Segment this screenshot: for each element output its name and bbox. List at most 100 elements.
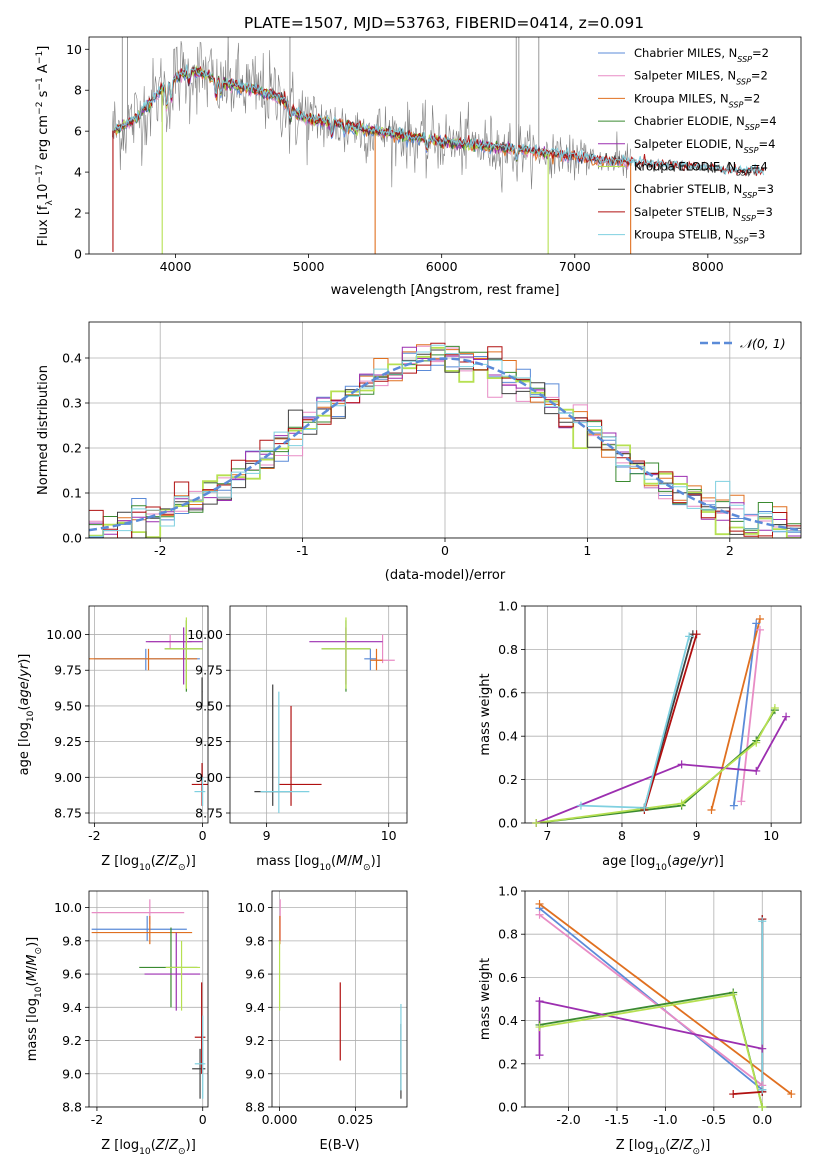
- data-point-marker: [758, 1103, 767, 1111]
- data-point-marker: [752, 738, 761, 747]
- x-tick-label: 4000: [160, 259, 192, 274]
- panel-spectrum: 4000 5000 6000 7000 8000 0 2 4 6 8 10 wavelength [A…: [35, 36, 802, 298]
- series-line-salpeter-stelib: [643, 633, 698, 811]
- model-line-kroupa-miles: [114, 69, 632, 168]
- panel-age-vs-mass: 9 10 8.75 9.00 9.25 9.50 9.75 10.00 mass [log10(…: [187, 605, 408, 873]
- x-axis-label: Z [log10(Z/Z⊙)]: [616, 1138, 711, 1157]
- axes-frame: 7 8 9 10 0.0 0.2 0.4 0.6 0.8 1.0 age [log10(age/yr…: [478, 599, 802, 873]
- y-tick-label: 0.2: [62, 441, 82, 456]
- x-tick-label: 0: [441, 543, 449, 558]
- y-tick-label: 9.0: [62, 1066, 82, 1081]
- x-tick-label: 9: [263, 828, 271, 843]
- data-point-marker: [692, 630, 701, 639]
- panel-mass-vs-ebv: 0.000 0.025 8.8 9.0 9.2 9.4 9.6 9.8 10.0 E(B-V): [237, 890, 408, 1153]
- x-tick-label: 0.025: [338, 1112, 374, 1127]
- x-tick-label: 9: [693, 828, 701, 843]
- y-tick-label: 9.2: [245, 1033, 265, 1048]
- x-tick-label: 6000: [426, 259, 458, 274]
- axes-frame: -2.0 -1.5 -1.0 -0.5 0.0 0.0 0.2 0.4 0.6 0.8 1.0 Z […: [478, 884, 802, 1157]
- x-tick-label: 8: [618, 828, 626, 843]
- y-tick-label: 0.2: [498, 772, 518, 787]
- y-tick-label: 10.0: [54, 900, 82, 915]
- x-tick-label: 10: [381, 828, 397, 843]
- x-tick-label: -1.5: [605, 1112, 629, 1127]
- x-tick-label: -0.5: [702, 1112, 726, 1127]
- plot-area: [89, 322, 801, 538]
- x-tick-label: 2: [726, 543, 734, 558]
- data-point-marker: [535, 910, 544, 919]
- data-point-marker: [729, 1090, 738, 1099]
- y-tick-label: 8: [74, 83, 82, 98]
- y-tick-label: 9.25: [195, 734, 223, 749]
- y-tick-label: 0: [74, 247, 82, 262]
- data-point-marker: [737, 797, 746, 806]
- x-tick-label: -2: [88, 828, 100, 843]
- legend-label: 𝒩(0, 1): [740, 336, 786, 351]
- axes-box: [88, 605, 209, 824]
- legend-label: Salpeter STELIB, NSSP=3: [634, 205, 773, 223]
- y-tick-label: 9.2: [62, 1033, 82, 1048]
- data-point-marker: [707, 805, 716, 814]
- y-tick-label: 4: [74, 165, 82, 180]
- x-tick-label: 0.000: [262, 1112, 298, 1127]
- y-tick-label: 8.75: [195, 806, 223, 821]
- x-axis-label: mass [log10(M/M⊙)]: [256, 854, 380, 873]
- data-point-marker: [576, 801, 585, 810]
- plot-area: [89, 891, 208, 1107]
- axes-box: [229, 605, 408, 824]
- data-point-marker: [758, 1044, 767, 1053]
- panel-mass-vs-Z: -2 0 8.8 9.0 9.2 9.4 9.6 9.8 10.0 Z [log10(Z/Z⊙)]…: [25, 890, 209, 1157]
- series-line-kroupa-stelib: [580, 636, 690, 809]
- legend-label: Chabrier STELIB, NSSP=3: [634, 182, 774, 200]
- y-tick-label: 10.00: [187, 627, 223, 642]
- y-tick-label: 9.4: [62, 1000, 82, 1015]
- y-tick-label: 0.6: [498, 685, 518, 700]
- series-line-kroupa-miles: [538, 903, 792, 1095]
- panel-weight-vs-Z: -2.0 -1.5 -1.0 -0.5 0.0 0.0 0.2 0.4 0.6 0.8 1.0 Z […: [478, 884, 802, 1157]
- x-tick-label: 1: [583, 543, 591, 558]
- observed-spectrum-line: [112, 37, 631, 193]
- x-tick-label: -1.0: [653, 1112, 677, 1127]
- y-tick-label: 9.6: [62, 967, 82, 982]
- y-tick-label: 9.4: [245, 1000, 265, 1015]
- x-axis-label: Z [log10(Z/Z⊙)]: [101, 1138, 196, 1157]
- y-tick-label: 0.4: [498, 729, 518, 744]
- y-tick-label: 0.2: [498, 1056, 518, 1071]
- axes-frame: 9 10 8.75 9.00 9.25 9.50 9.75 10.00 mass [log10(…: [187, 605, 408, 873]
- x-axis-label: E(B-V): [319, 1138, 359, 1153]
- plot-area: [89, 606, 208, 823]
- series-line-kroupa-miles: [710, 618, 761, 811]
- y-axis-label: mass [log10(M/M⊙)]: [25, 937, 44, 1061]
- y-tick-label: 9.0: [245, 1066, 265, 1081]
- plot-area: [112, 37, 765, 254]
- legend-label: Salpeter ELODIE, NSSP=4: [634, 137, 775, 155]
- y-tick-label: 1.0: [498, 599, 518, 614]
- series-line-chabrier-miles: [733, 623, 758, 806]
- x-tick-label: 0: [199, 1112, 207, 1127]
- x-axis-label: wavelength [Angstrom, rest frame]: [331, 283, 560, 298]
- data-point-marker: [770, 703, 779, 712]
- data-point-marker: [787, 1090, 796, 1099]
- legend-label: Kroupa ELODIE, NSSP=4: [634, 160, 768, 178]
- y-tick-label: 8.8: [62, 1100, 82, 1115]
- y-tick-label: 0.8: [498, 642, 518, 657]
- data-point-marker: [677, 799, 686, 808]
- y-tick-label: 0.0: [62, 531, 82, 546]
- x-tick-label: -2: [154, 543, 166, 558]
- x-tick-label: 7000: [559, 259, 591, 274]
- plot-area: [230, 606, 407, 823]
- y-tick-label: 9.00: [195, 770, 223, 785]
- series-line-salpeter-elodie: [535, 716, 787, 823]
- y-tick-label: 0.0: [498, 816, 518, 831]
- y-tick-label: 8.75: [54, 806, 82, 821]
- x-tick-label: -2: [91, 1112, 103, 1127]
- data-point-marker: [685, 632, 694, 641]
- panel-residuals: -2 -1 0 1 2 0.0 0.1 0.2 0.3 0.4 (data-model)/error…: [36, 321, 802, 583]
- y-axis-label: mass weight: [478, 958, 493, 1040]
- plot-area: [525, 891, 801, 1107]
- axes-box: [524, 890, 802, 1108]
- series-line-salpeter-miles: [538, 914, 763, 1087]
- x-axis-label: age [log10(age/yr)]: [602, 854, 724, 873]
- model-line-chabrier-miles: [113, 70, 632, 168]
